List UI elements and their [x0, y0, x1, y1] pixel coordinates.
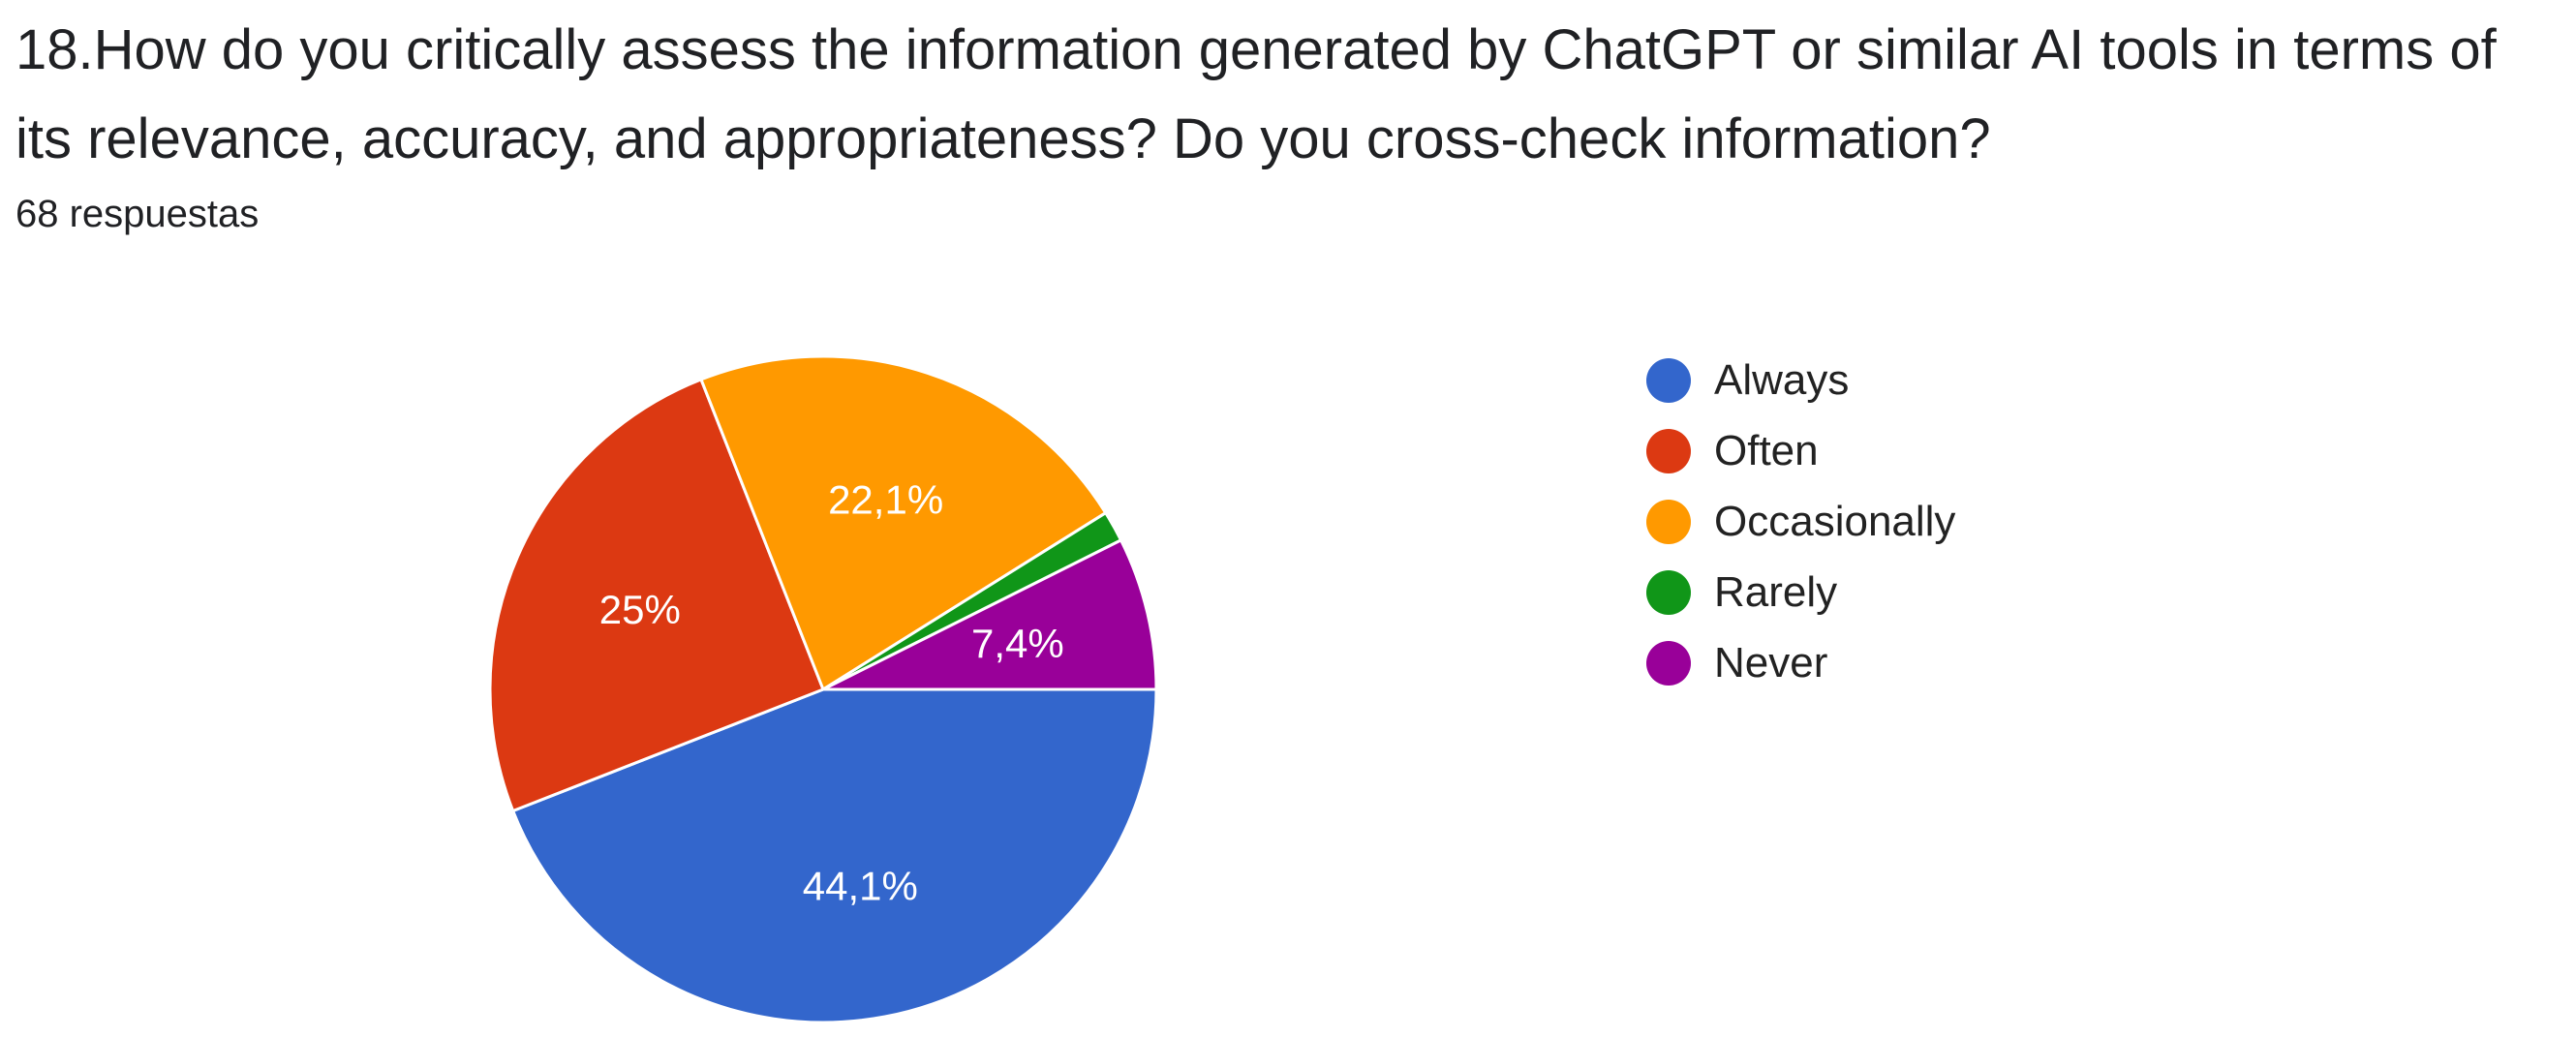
legend-item-always[interactable]: Always [1646, 345, 1955, 415]
legend-item-occasionally[interactable]: Occasionally [1646, 486, 1955, 557]
legend-item-rarely[interactable]: Rarely [1646, 557, 1955, 627]
pie-slice-occasionally[interactable] [699, 354, 1108, 691]
legend-label-rarely: Rarely [1714, 567, 1838, 616]
legend-item-often[interactable]: Often [1646, 415, 1955, 486]
pie-slice-never[interactable] [821, 538, 1158, 691]
question-title: 18.How do you critically assess the info… [15, 18, 2497, 170]
legend-label-always: Always [1714, 355, 1850, 404]
legend-label-often: Often [1714, 426, 1819, 474]
legend-swatch-never [1646, 640, 1691, 686]
pie-slice-often[interactable] [488, 378, 825, 813]
legend-swatch-always [1646, 357, 1691, 403]
slice-label-always: 44,1% [803, 863, 918, 908]
legend-swatch-rarely [1646, 569, 1691, 615]
legend-label-occasionally: Occasionally [1714, 497, 1956, 545]
legend-swatch-often [1646, 428, 1691, 473]
slice-label-occasionally: 22,1% [828, 476, 943, 522]
legend-item-never[interactable]: Never [1646, 627, 1955, 698]
slice-label-often: 25% [599, 587, 681, 632]
legend-label-never: Never [1714, 638, 1828, 686]
legend-swatch-occasionally [1646, 499, 1691, 544]
pie-slice-always[interactable] [511, 687, 1158, 1024]
slice-label-never: 7,4% [971, 621, 1064, 666]
chart-legend: Always Often Occasionally Rarely Never [1646, 345, 1955, 698]
response-count: 68 respuestas [15, 193, 260, 235]
